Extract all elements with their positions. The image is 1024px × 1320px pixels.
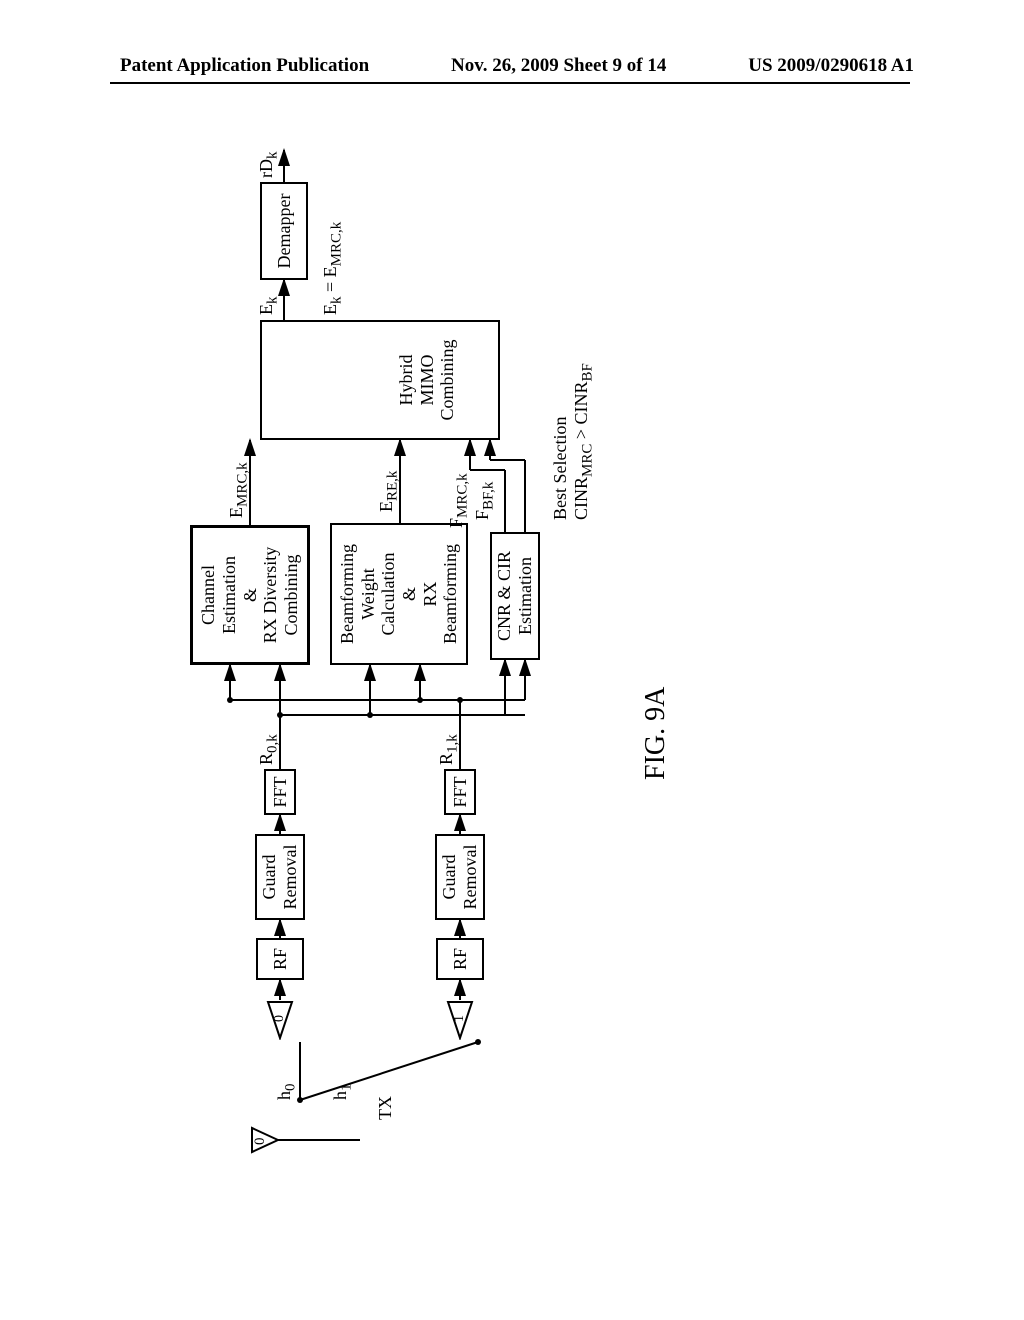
tx-antenna-num: 0 [252,1138,269,1146]
fbf-base: F [472,510,492,520]
ekeq-mid: = E [320,266,340,296]
header-center: Nov. 26, 2009 Sheet 9 of 14 [451,55,666,77]
rf0-block: RF [256,938,304,980]
best-selection-label: Best Selection CINRMRC > CINRBF [550,363,597,520]
cinr-mrc-sub: MRC [580,444,596,477]
cinr-bf-sub: BF [580,363,596,381]
r0-base: R [256,753,276,765]
r1-base: R [436,753,456,765]
ek-equation: Ek = EMRC,k [320,222,346,315]
rx0-antenna-num: 0 [272,1015,288,1022]
r0k-label: R0,k [256,734,282,765]
r0-sub: 0,k [265,734,281,753]
rdk-sub: k [265,152,281,160]
emrc-base: E [226,507,246,518]
best-selection-line2: CINRMRC > CINRBF [571,363,597,520]
fmrc-label: FMRC,k [446,473,472,528]
h1-sub: 1 [339,1084,355,1092]
h1-label: h1 [330,1084,356,1101]
beamforming-block: Beamforming Weight Calculation & RX Beam… [330,523,468,665]
header-rule [110,82,910,84]
rx1-antenna-num: 1 [452,1015,468,1022]
cnr-cir-block: CNR & CIR Estimation [490,532,540,660]
header-left: Patent Application Publication [120,55,369,77]
diagram: 0 TX h0 h1 0 1 RF RF Guard Removal Guard… [130,160,900,1160]
tx-label: TX [375,1096,396,1120]
emrc-sub: MRC,k [235,462,251,507]
fbf-sub: BF,k [481,482,497,510]
rdk-label: rDk [256,152,282,179]
rf1-block: RF [436,938,484,980]
fmrc-sub: MRC,k [455,473,471,518]
ekeq-ksub: k [329,297,345,305]
ere-base: E [376,501,396,512]
ekeq-mrcsub: MRC,k [329,222,345,267]
page-header: Patent Application Publication Nov. 26, … [0,55,1024,77]
h0-sub: 0 [283,1084,299,1092]
ek-base: E [256,304,276,315]
cinr-gt: > CINR [571,381,591,443]
ek-sub: k [265,297,281,305]
fbf-label: FBF,k [472,482,498,520]
fft1-block: FFT [444,769,476,815]
h0-label: h0 [274,1084,300,1101]
emrc-label: EMRC,k [226,462,252,518]
diagram-container: 0 TX h0 h1 0 1 RF RF Guard Removal Guard… [15,275,1015,1045]
hybrid-mimo-block: Hybrid MIMO Combining [260,320,500,440]
best-selection-line1: Best Selection [550,363,571,520]
fft0-block: FFT [264,769,296,815]
h0-base: h [274,1091,294,1100]
header-right: US 2009/0290618 A1 [748,55,914,77]
r1k-label: R1,k [436,734,462,765]
cinr-mrc-base: CINR [571,477,591,520]
r1-sub: 1,k [445,734,461,753]
guard0-block: Guard Removal [255,834,305,920]
rdk-base: rD [256,159,276,178]
h1-base: h [330,1091,350,1100]
fmrc-base: F [446,518,466,528]
ere-sub: RE,k [385,471,401,501]
ere-label: ERE,k [376,471,402,512]
guard1-block: Guard Removal [435,834,485,920]
ekeq-e: E [320,304,340,315]
demapper-block: Demapper [260,182,308,280]
channel-estimation-block: Channel Estimation & RX Diversity Combin… [190,525,310,665]
figure-label: FIG. 9A [640,687,672,780]
ek-label: Ek [256,297,282,316]
